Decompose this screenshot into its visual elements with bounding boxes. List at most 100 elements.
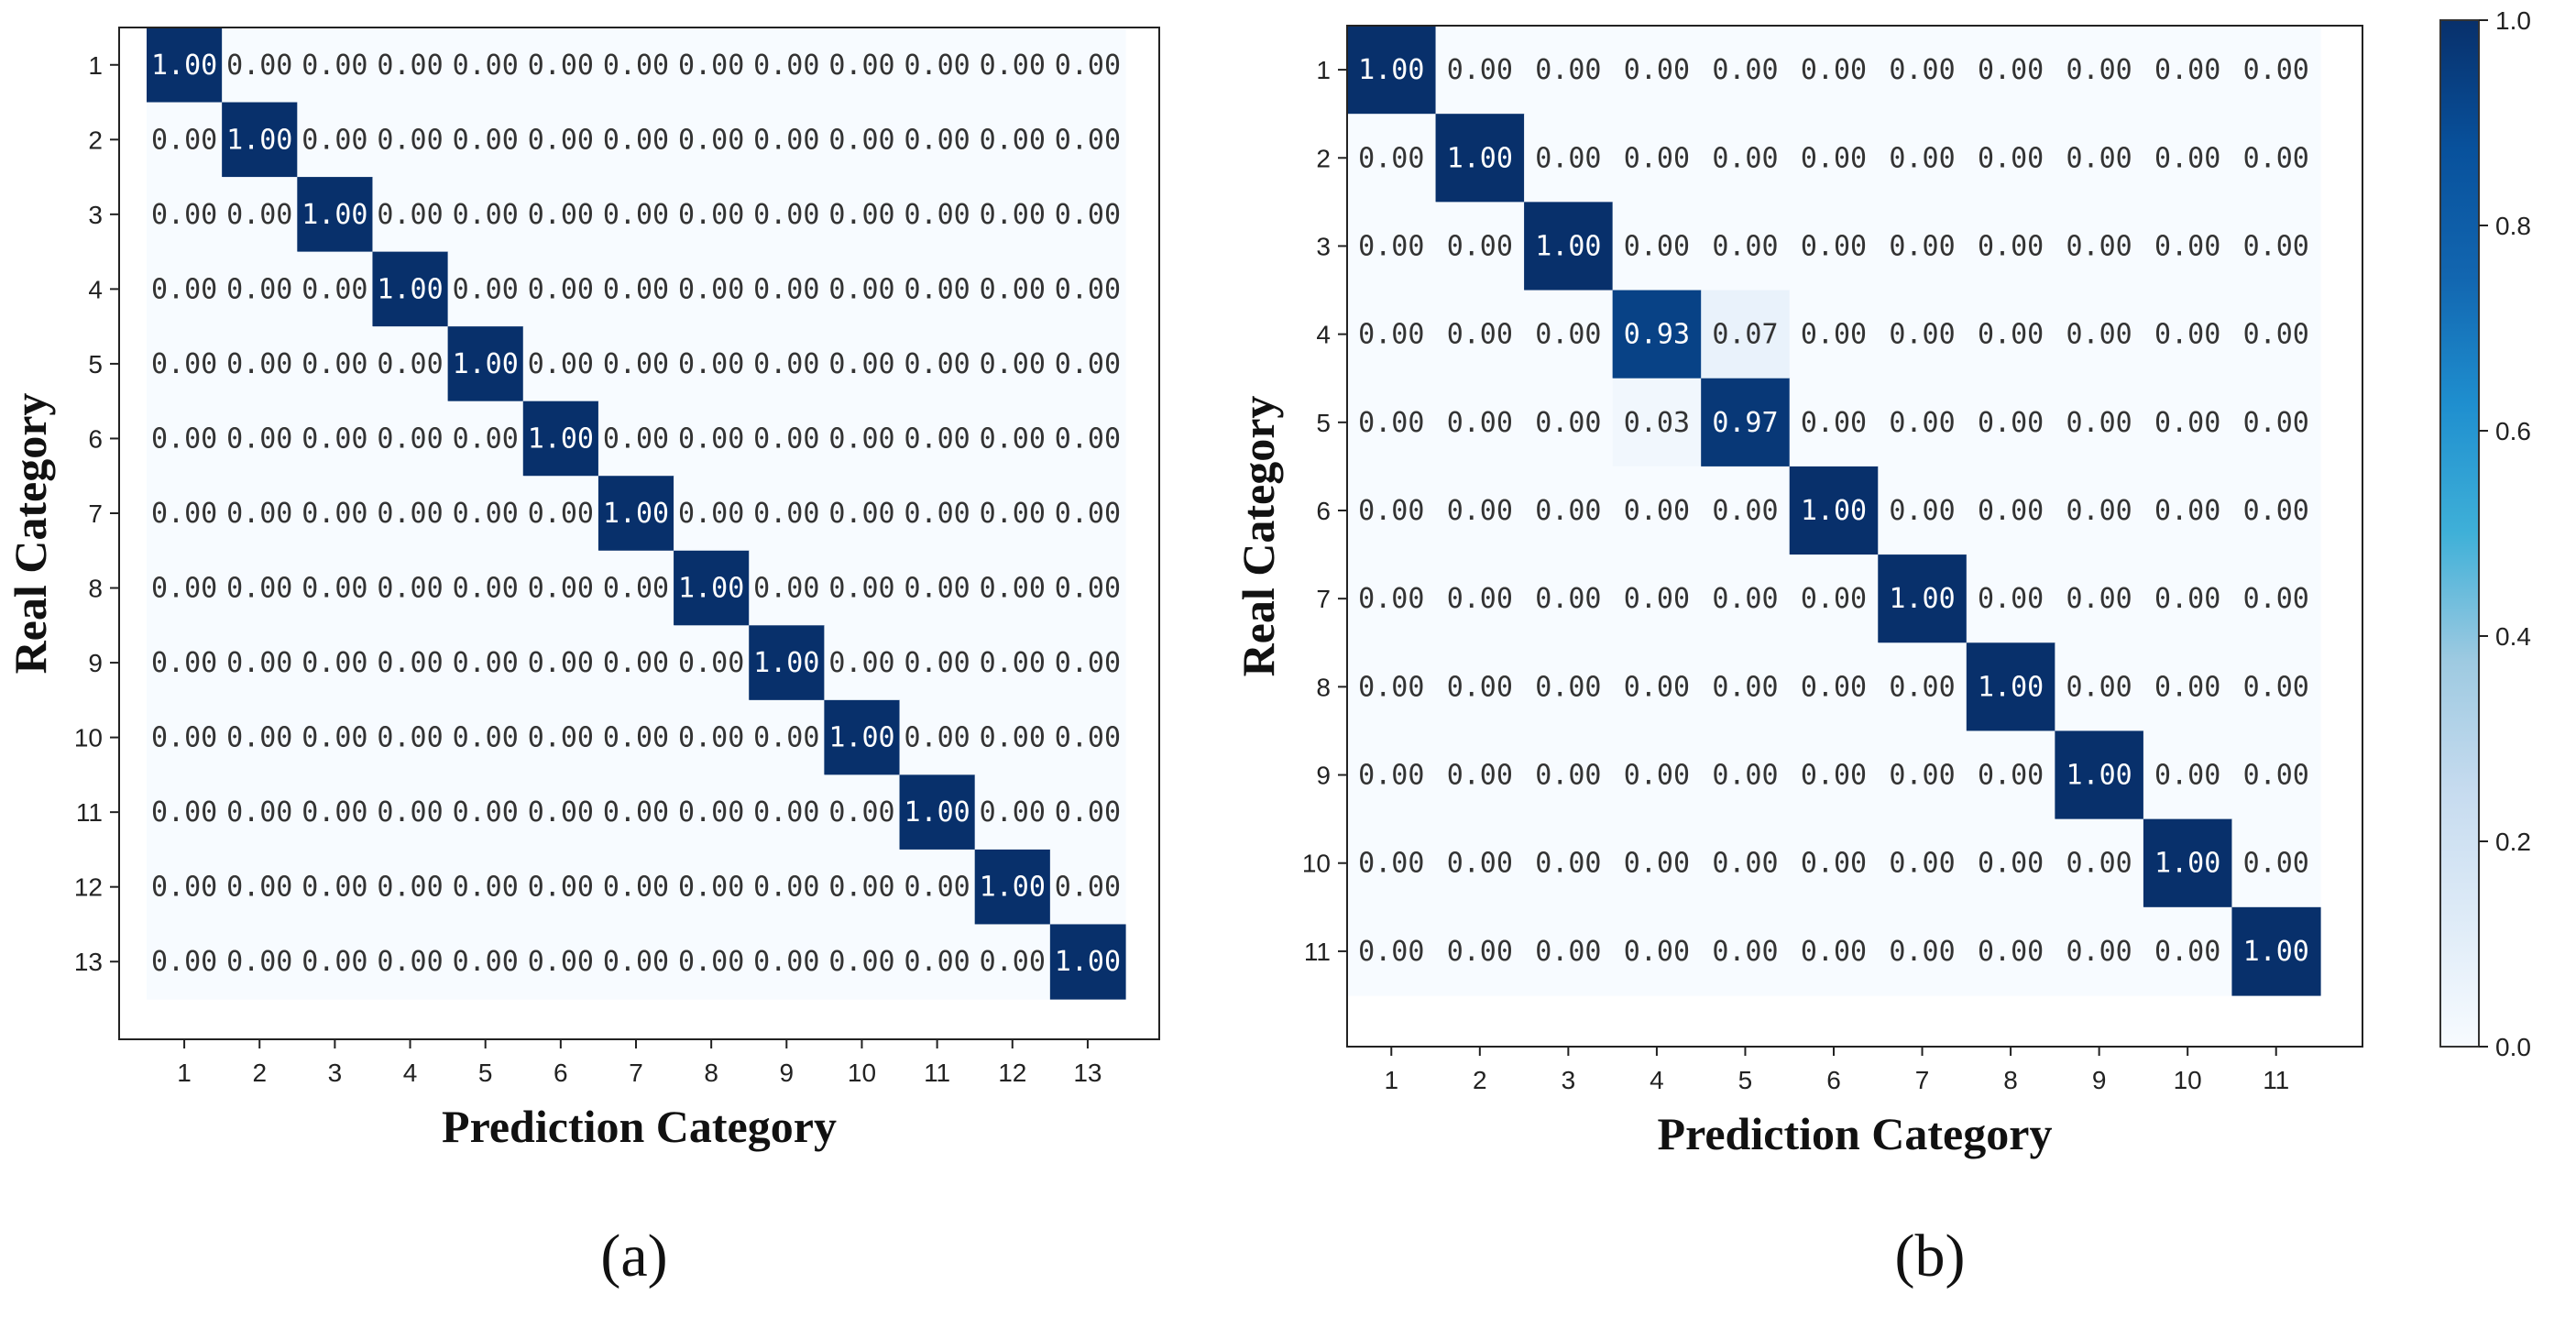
heatmap-cell bbox=[1789, 906, 1879, 996]
heatmap-cell bbox=[749, 924, 825, 1000]
heatmap-cell bbox=[2231, 730, 2321, 820]
heatmap-cell bbox=[899, 625, 976, 701]
x-tick-label: 3 bbox=[1562, 1066, 1576, 1094]
y-tick-label: 6 bbox=[1316, 497, 1331, 525]
heatmap-cell bbox=[899, 102, 976, 178]
panel-label-a: (a) bbox=[600, 1223, 667, 1290]
cell-value-label: 0.00 bbox=[453, 722, 519, 754]
heatmap-cell bbox=[1789, 202, 1879, 291]
cell-value-label: 0.00 bbox=[904, 722, 970, 754]
cell-value-label: 0.00 bbox=[828, 796, 894, 829]
heatmap-cell bbox=[1049, 699, 1126, 775]
heatmap-cell bbox=[297, 177, 374, 253]
heatmap-cell bbox=[297, 625, 374, 701]
colorbar-tick-label: 1.0 bbox=[2495, 6, 2531, 35]
cell-value-label: 0.00 bbox=[1978, 142, 2044, 174]
cell-value-label: 0.00 bbox=[753, 124, 819, 156]
heatmap-cell bbox=[824, 699, 901, 775]
cell-value-label: 0.00 bbox=[1358, 230, 1424, 262]
heatmap-cell bbox=[1435, 114, 1525, 203]
cell-value-label: 0.00 bbox=[453, 573, 519, 605]
cell-value-label: 0.00 bbox=[1624, 583, 1690, 615]
y-tick-label: 8 bbox=[1316, 673, 1331, 701]
cell-value-label: 0.00 bbox=[1535, 583, 1601, 615]
heatmap-cell bbox=[2055, 466, 2144, 555]
heatmap-cell bbox=[297, 924, 374, 1000]
cell-value-label: 0.00 bbox=[1978, 848, 2044, 880]
cell-value-label: 0.00 bbox=[2243, 54, 2309, 86]
heatmap-cell bbox=[2143, 818, 2233, 908]
cell-value-label: 0.00 bbox=[453, 946, 519, 978]
heatmap-cell bbox=[372, 326, 449, 402]
confusion-matrix-b: 1.00 0.00 0.00 0.00 0.00 0.00 0.00 0.00 0.00 0.00… bbox=[1233, 25, 2363, 1159]
cell-value-label: 0.00 bbox=[1055, 872, 1121, 904]
cell-value-label: 0.00 bbox=[1447, 760, 1513, 792]
heatmap-cell bbox=[1524, 642, 1614, 732]
y-tick-label: 7 bbox=[88, 499, 103, 528]
cell-value-label: 0.00 bbox=[151, 722, 217, 754]
y-tick-label: 2 bbox=[88, 126, 103, 154]
cell-value-label: 0.00 bbox=[2066, 848, 2132, 880]
cell-value-label: 0.00 bbox=[2154, 671, 2220, 703]
cell-value-label: 0.00 bbox=[528, 498, 594, 530]
cell-value-label: 0.00 bbox=[1055, 573, 1121, 605]
heatmap-cell bbox=[1347, 642, 1437, 732]
cell-value-label: 0.00 bbox=[1712, 142, 1778, 174]
cell-value-label: 1.00 bbox=[2243, 936, 2309, 968]
colorbar-gradient bbox=[2439, 19, 2480, 1048]
x-tick-label: 11 bbox=[924, 1059, 950, 1087]
heatmap-cell bbox=[147, 177, 223, 253]
x-tick-label: 1 bbox=[1384, 1066, 1398, 1094]
heatmap-cell bbox=[1049, 550, 1126, 626]
cell-value-label: 0.00 bbox=[1055, 199, 1121, 231]
x-tick-label: 3 bbox=[328, 1059, 343, 1087]
cell-value-label: 0.00 bbox=[453, 199, 519, 231]
cell-value-label: 0.00 bbox=[151, 423, 217, 455]
heatmap-cell bbox=[1049, 476, 1126, 552]
cell-value-label: 1.00 bbox=[226, 124, 292, 156]
cell-value-label: 0.00 bbox=[980, 423, 1046, 455]
y-tick-label: 5 bbox=[1316, 409, 1331, 437]
heatmap-cell bbox=[974, 27, 1051, 104]
heatmap-cell bbox=[749, 401, 825, 477]
heatmap-cell bbox=[372, 774, 449, 851]
cell-value-label: 0.00 bbox=[980, 946, 1046, 978]
cell-value-label: 0.00 bbox=[1055, 722, 1121, 754]
cell-value-label: 0.00 bbox=[753, 273, 819, 305]
cell-value-label: 0.00 bbox=[2066, 495, 2132, 527]
cell-value-label: 0.00 bbox=[2243, 407, 2309, 439]
cell-value-label: 0.00 bbox=[753, 722, 819, 754]
heatmap-cell bbox=[222, 251, 298, 327]
heatmap-cell bbox=[2231, 466, 2321, 555]
heatmap-cell bbox=[1789, 642, 1879, 732]
heatmap-cell bbox=[522, 401, 599, 477]
heatmap-cell bbox=[1878, 202, 1968, 291]
heatmap-cell bbox=[297, 774, 374, 851]
cell-value-label: 0.00 bbox=[2154, 319, 2220, 351]
heatmap-cell bbox=[674, 401, 750, 477]
heatmap-cell bbox=[1435, 642, 1525, 732]
heatmap-cell bbox=[522, 849, 599, 926]
x-tick-label: 4 bbox=[403, 1059, 418, 1087]
heatmap-cell bbox=[2231, 378, 2321, 467]
heatmap-cell bbox=[974, 849, 1051, 926]
cell-value-label: 0.00 bbox=[528, 199, 594, 231]
x-tick-label: 9 bbox=[2092, 1066, 2107, 1094]
cell-value-label: 0.00 bbox=[1358, 671, 1424, 703]
cell-value-label: 0.00 bbox=[2066, 319, 2132, 351]
heatmap-cell bbox=[447, 476, 524, 552]
heatmap-cell bbox=[1049, 774, 1126, 851]
heatmap-cell bbox=[1789, 114, 1879, 203]
cell-value-label: 0.00 bbox=[377, 498, 443, 530]
cell-value-label: 0.00 bbox=[1358, 936, 1424, 968]
cell-value-label: 0.00 bbox=[2243, 760, 2309, 792]
cell-value-label: 0.00 bbox=[1712, 583, 1778, 615]
heatmap-cell bbox=[824, 550, 901, 626]
cell-value-label: 0.00 bbox=[377, 722, 443, 754]
heatmap-cell bbox=[372, 476, 449, 552]
heatmap-cell bbox=[597, 625, 674, 701]
cell-value-label: 0.00 bbox=[301, 49, 367, 82]
heatmap-cell bbox=[1966, 114, 2055, 203]
cell-value-label: 0.00 bbox=[2066, 583, 2132, 615]
cell-value-label: 0.00 bbox=[1447, 936, 1513, 968]
